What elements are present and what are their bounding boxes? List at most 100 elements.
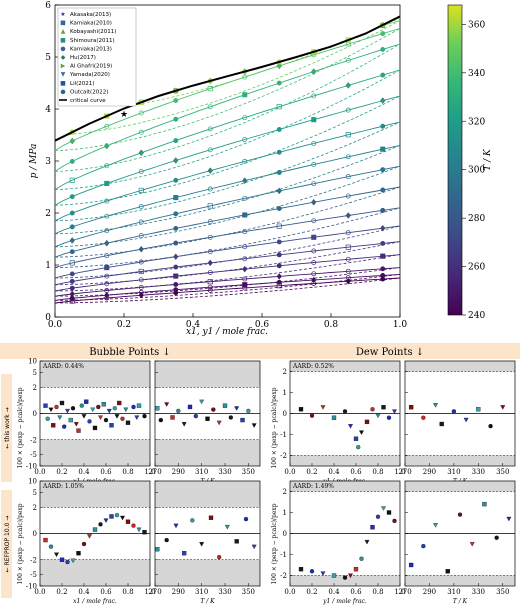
isotherm-bubble-line [54,254,401,292]
data-point [207,259,213,267]
data-point [276,223,282,229]
data-point [242,115,248,121]
x-tick-label: 0.8 [324,320,339,330]
data-point [345,244,351,250]
panel-y-tick-label: 0 [283,530,287,538]
deviation-point [101,402,106,407]
panel-aard: AARD: 0.52% [292,363,334,370]
outside-band-bottom [290,455,400,466]
panel-y-tick-label: 5 [33,369,37,377]
deviation-point [228,415,233,420]
outside-band-bottom [155,439,260,466]
data-point [104,273,110,279]
legend-marker: ● [60,45,65,52]
data-point [173,138,179,144]
outside-band-bottom [155,559,260,586]
colorbar-tick-label: 280 [468,214,485,224]
outside-band-bottom [40,439,150,466]
panel-y-tick-label: 5 [33,489,37,497]
legend-label: Kamiaka(2013) [70,46,112,52]
deviation-point [45,416,50,421]
data-point [380,207,386,213]
deviation-point [125,420,131,425]
row-label-refprop: ← REFPROP 10.0 → [4,516,11,573]
small-ylabel-top-left: 100 × (pexp − pcalc)/pexp [17,387,24,468]
deviation-point [114,414,120,419]
data-point [276,80,282,86]
panel-y-tick-label: -2 [30,556,37,564]
panel-x-tick-label: 0.4 [328,588,340,596]
data-point [207,126,213,132]
panel-x-tick-label: 0.2 [306,468,317,476]
deviation-point [57,415,63,420]
data-point [311,140,317,146]
deviation-point [386,510,392,515]
data-point [311,93,317,99]
isotherm-dew-line [54,145,401,235]
deviation-point [54,404,59,410]
isotherm-dew-line [54,241,401,286]
panel-x-tick-label: 310 [195,468,208,476]
isotherm-bubble-line [54,225,401,279]
data-point [242,92,248,98]
deviation-point [392,518,397,524]
data-point [173,157,179,164]
deviation-point [211,407,216,412]
deviation-point [408,562,414,568]
deviation-point [117,400,122,406]
isotherm-bubble-line [54,277,401,304]
data-point [104,142,110,150]
panel-x-tick-label: 270 [148,588,161,596]
data-point [380,273,386,278]
data-point [207,279,213,285]
y-tick-label: 1 [45,261,51,271]
outside-band-top [40,361,150,388]
data-point [69,285,75,291]
deviation-point [359,556,364,561]
data-point [138,233,144,239]
deviation-point [81,541,87,547]
deviation-point [92,527,98,532]
data-point [138,129,144,135]
isotherm-bubble-line [54,207,401,269]
outside-band-bottom [40,559,150,586]
data-point [138,219,144,225]
legend-marker: ▲ [61,28,66,35]
data-point [104,288,110,293]
deviation-point [457,512,463,517]
legend-marker: ■ [60,20,66,27]
data-point [173,98,179,103]
data-point [311,276,317,284]
deviation-point [131,404,136,410]
legend-marker: ◆ [61,54,66,61]
main-axis-ticks: 0.0 0.2 0.4 0.6 0.8 1.0 0 1 2 3 4 5 6 [45,1,407,330]
deviation-point [193,413,198,419]
deviation-point [433,523,439,528]
data-point [311,181,317,187]
data-point [311,248,317,254]
panel-xlabel: T / K [200,598,215,605]
akasaka-star-point: ★ [120,110,128,120]
panel-y-tick-label: -1 [280,431,287,439]
deviation-point [65,408,70,414]
outside-band-top [405,481,515,492]
deviation-point [48,544,54,549]
colorbar-tick-label: 300 [468,166,485,176]
data-point [311,260,317,265]
isotherm-dew-line [54,225,401,279]
y-tick-label: 0 [45,313,51,323]
panel-y-tick-label: 1 [283,509,287,517]
deviation-point [222,403,228,408]
data-point [242,229,248,235]
panel-x-tick-label: 290 [423,468,436,476]
data-point [69,290,75,298]
deviation-point [243,516,249,522]
deviation-point [181,422,187,427]
panel-x-tick-label: 0.0 [34,588,45,596]
colorbar-tick-label: 320 [468,117,485,127]
panel-x-tick-label: 0.0 [34,468,45,476]
data-point [276,279,282,285]
data-point [69,249,75,255]
deviation-point [79,403,84,408]
